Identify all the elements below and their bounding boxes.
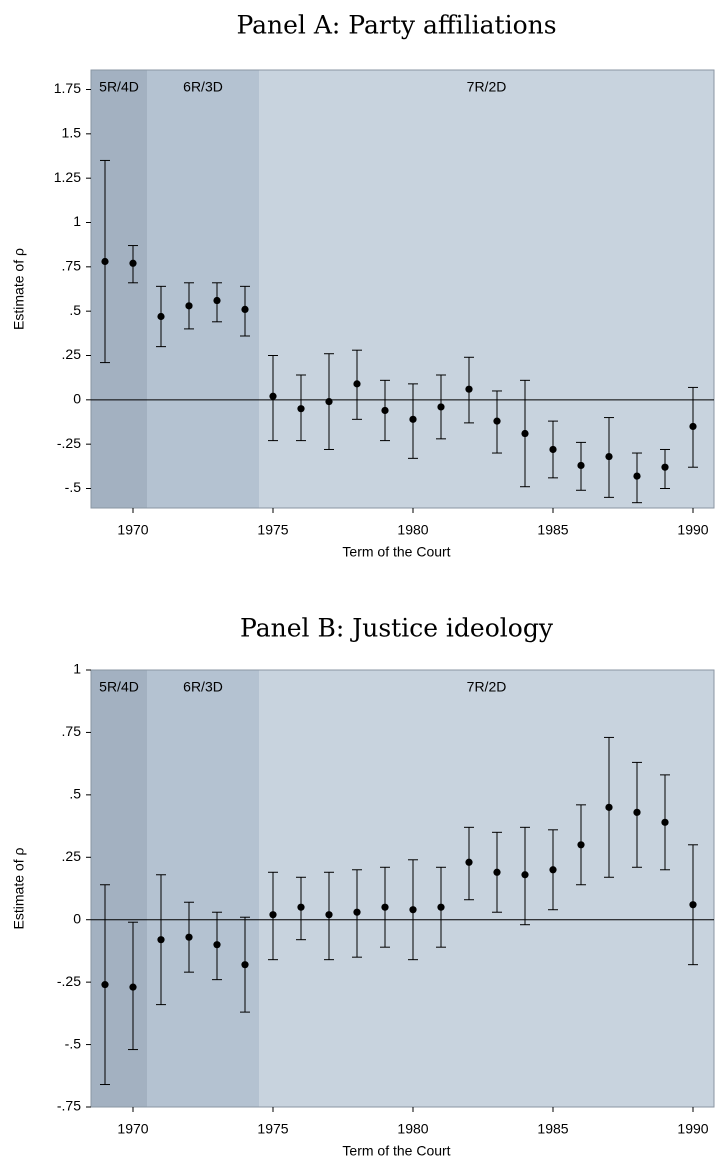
y-tick-label: .25 (62, 848, 82, 864)
point (297, 903, 305, 911)
point (521, 871, 529, 879)
panel-title: Panel B: Justice ideology (240, 614, 554, 643)
point (437, 903, 445, 911)
y-tick-label: -.5 (65, 479, 82, 495)
region (91, 70, 147, 508)
point (101, 981, 109, 989)
plot-frame (90, 669, 715, 1108)
point (549, 866, 557, 874)
region (91, 670, 147, 1107)
y-tick-label: .75 (62, 258, 82, 274)
x-tick-label: 1990 (677, 522, 708, 538)
point (185, 302, 193, 310)
point (689, 901, 697, 909)
x-tick-label: 1970 (117, 522, 148, 538)
region (259, 670, 714, 1107)
y-tick-label: 1 (73, 661, 81, 677)
point (297, 405, 305, 413)
point (605, 452, 613, 461)
x-tick-label: 1970 (117, 1121, 148, 1137)
y-tick-label: .5 (69, 786, 81, 802)
point (325, 398, 333, 406)
y-tick-label: 1.75 (54, 80, 81, 96)
x-axis-label: Term of the Court (342, 544, 450, 560)
y-tick-label: .75 (62, 723, 82, 739)
region-label: 5R/4D (99, 79, 139, 95)
panel-title: Panel A: Party affiliations (236, 11, 556, 40)
region (147, 70, 259, 508)
point (129, 259, 137, 267)
region (259, 70, 714, 508)
point (353, 908, 361, 916)
point (493, 417, 501, 425)
region-label: 6R/3D (183, 79, 223, 95)
x-tick-label: 1990 (677, 1121, 708, 1137)
x-tick-label: 1975 (257, 522, 288, 538)
point (661, 463, 669, 471)
point (381, 903, 389, 911)
y-tick-label: 0 (73, 391, 81, 407)
region-label: 7R/2D (467, 79, 507, 95)
point (661, 818, 669, 826)
region-label: 5R/4D (99, 679, 139, 695)
point (409, 906, 417, 914)
point (269, 392, 277, 400)
y-axis-label: Estimate of ρ (11, 848, 27, 930)
x-tick-label: 1975 (257, 1121, 288, 1137)
y-tick-label: -.75 (57, 1098, 81, 1114)
point (577, 841, 585, 849)
point (577, 461, 585, 470)
y-tick-label: 1.25 (54, 169, 81, 185)
point (605, 803, 613, 811)
region-label: 6R/3D (183, 679, 223, 695)
point (633, 472, 641, 480)
x-axis-label: Term of the Court (342, 1143, 450, 1159)
x-tick-label: 1980 (397, 522, 428, 538)
region-label: 7R/2D (467, 679, 507, 695)
y-tick-label: -.5 (65, 1035, 82, 1051)
y-tick-label: 0 (73, 910, 81, 926)
point (157, 936, 165, 944)
y-axis-label: Estimate of ρ (11, 248, 27, 330)
point (633, 808, 641, 816)
point (689, 422, 697, 431)
y-tick-label: .25 (62, 346, 82, 362)
point (213, 296, 221, 305)
point (465, 385, 473, 393)
point (101, 257, 109, 266)
x-tick-label: 1985 (537, 522, 568, 538)
y-tick-label: 1 (73, 213, 81, 229)
point (549, 445, 557, 454)
point (493, 868, 501, 876)
y-tick-label: 1.5 (62, 125, 82, 141)
x-tick-label: 1980 (397, 1121, 428, 1137)
point (521, 429, 529, 438)
point (437, 403, 445, 411)
point (185, 933, 193, 941)
y-tick-label: -.25 (57, 435, 81, 451)
point (241, 305, 249, 313)
point (241, 961, 249, 969)
y-tick-label: .5 (69, 302, 81, 318)
point (381, 406, 389, 415)
region (147, 670, 259, 1107)
point (213, 941, 221, 949)
x-tick-label: 1985 (537, 1121, 568, 1137)
point (465, 858, 473, 866)
point (269, 911, 277, 919)
plot-frame (90, 69, 715, 509)
point (325, 911, 333, 919)
point (353, 380, 361, 388)
y-tick-label: -.25 (57, 973, 81, 989)
point (129, 983, 137, 991)
point (409, 415, 417, 423)
point (157, 312, 165, 321)
